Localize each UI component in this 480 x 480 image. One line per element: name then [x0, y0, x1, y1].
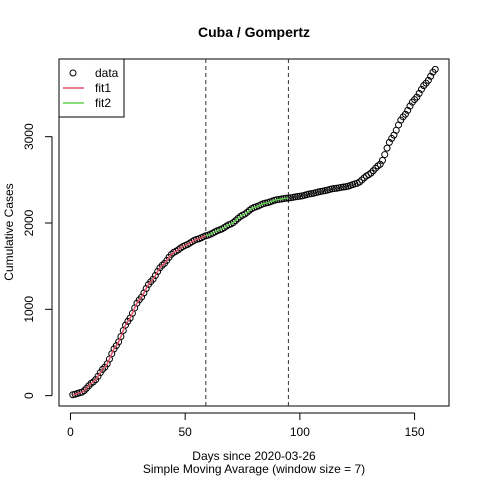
data-point — [424, 76, 432, 84]
data-point — [229, 219, 237, 227]
data-point — [385, 138, 393, 146]
data-point — [158, 261, 166, 269]
series-layer — [69, 65, 439, 399]
y-tick-label: 3000 — [22, 123, 36, 150]
x-tick-label: 100 — [290, 425, 310, 439]
y-axis-label: Cumulative Cases — [2, 183, 16, 280]
data-point — [431, 65, 439, 73]
data-point — [378, 156, 386, 164]
data-point — [294, 193, 302, 201]
x-axis-sublabel: Simple Moving Avarage (window size = 7) — [143, 462, 365, 476]
data-point — [383, 144, 391, 152]
x-tick-label: 50 — [178, 425, 192, 439]
legend-marker-data — [69, 69, 77, 77]
x-axis-label: Days since 2020-03-26 — [192, 449, 316, 463]
data-point — [417, 85, 425, 93]
legend-label-fit1: fit1 — [95, 81, 111, 95]
data-point — [89, 378, 97, 386]
y-tick-label: 2000 — [22, 209, 36, 236]
vertical-reference-lines — [205, 59, 289, 406]
data-point — [142, 285, 150, 293]
y-axis: 0 1000 2000 3000 — [22, 123, 53, 399]
data-point — [85, 382, 93, 390]
chart-title: Cuba / Gompertz — [198, 24, 310, 40]
data-point — [372, 164, 380, 172]
data-point — [99, 365, 107, 373]
x-tick-label: 0 — [67, 425, 74, 439]
data-point — [381, 151, 389, 159]
data-point — [401, 110, 409, 118]
data-point — [330, 184, 338, 192]
data-point — [427, 72, 435, 80]
data-point — [413, 93, 421, 101]
data-point — [415, 89, 423, 97]
plot-area-frame — [58, 58, 450, 407]
data-point — [117, 332, 125, 340]
data-point — [149, 275, 157, 283]
data-point — [80, 387, 88, 395]
series-line-fit1 — [72, 235, 207, 396]
legend-label-fit2: fit2 — [95, 96, 111, 110]
data-point — [406, 102, 414, 110]
data-point — [367, 169, 375, 177]
data-point — [360, 174, 368, 182]
data-point — [234, 214, 242, 222]
data-point — [151, 272, 159, 280]
legend-label-data: data — [95, 66, 119, 80]
data-point — [138, 293, 146, 301]
legend: data fit1 fit2 — [58, 58, 125, 118]
data-point — [339, 183, 347, 191]
x-axis: 0 50 100 150 — [67, 412, 425, 439]
data-point — [358, 176, 366, 184]
data-point — [94, 372, 102, 380]
data-point — [356, 178, 364, 186]
data-point — [122, 321, 130, 329]
data-point — [243, 208, 251, 216]
y-tick-label: 0 — [22, 392, 36, 399]
data-point — [376, 160, 384, 168]
data-point — [154, 267, 162, 275]
series-line-fit2 — [205, 197, 289, 237]
y-tick-label: 1000 — [22, 296, 36, 323]
data-point — [112, 342, 120, 350]
data-point — [232, 217, 240, 225]
x-tick-label: 150 — [405, 425, 425, 439]
